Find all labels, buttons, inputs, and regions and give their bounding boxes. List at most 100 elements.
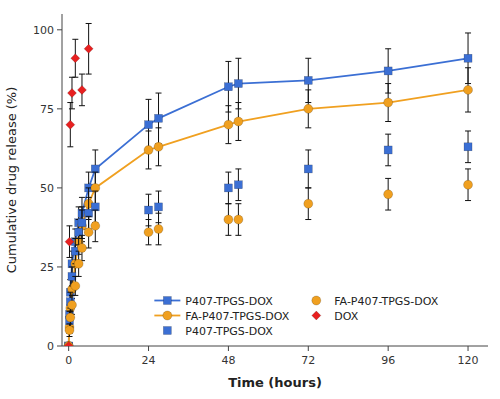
error-cap <box>86 197 92 198</box>
error-cap <box>86 74 92 75</box>
error-cap <box>66 323 72 324</box>
data-point <box>224 215 233 224</box>
error-cap <box>235 102 241 103</box>
error-cap <box>79 206 85 207</box>
x-axis-label: Time (hours) <box>228 375 322 390</box>
x-tick <box>308 346 309 351</box>
error-cap <box>465 32 471 33</box>
error-cap <box>465 168 471 169</box>
x-tick-label: 48 <box>221 354 235 367</box>
error-bar <box>465 131 471 163</box>
error-cap <box>225 143 231 144</box>
error-cap <box>156 213 162 214</box>
error-cap <box>225 203 231 204</box>
x-tick-label: 120 <box>458 354 479 367</box>
data-point <box>384 67 392 75</box>
error-cap <box>156 93 162 94</box>
error-cap <box>66 225 72 226</box>
error-cap <box>92 172 98 173</box>
data-point <box>71 281 80 290</box>
series-line <box>69 58 468 346</box>
data-point <box>304 199 313 208</box>
error-cap <box>465 130 471 131</box>
legend-item: P407-TPGS-DOX <box>154 295 273 308</box>
legend-marker <box>163 327 171 335</box>
error-cap <box>146 130 152 131</box>
data-point <box>74 259 83 268</box>
error-cap <box>66 336 72 337</box>
error-cap <box>235 203 241 204</box>
x-axis-line <box>62 346 488 347</box>
data-point <box>144 145 153 154</box>
error-bar <box>225 172 231 204</box>
legend-marker <box>163 311 172 320</box>
data-point <box>64 342 73 347</box>
legend-item: P407-TPGS-DOX <box>163 325 273 338</box>
data-point <box>65 326 74 335</box>
data-point <box>224 83 232 91</box>
error-cap <box>385 178 391 179</box>
error-cap <box>67 146 73 147</box>
y-tick <box>57 346 62 347</box>
y-tick <box>57 266 62 267</box>
error-cap <box>385 83 391 84</box>
legend-label: DOX <box>334 310 358 323</box>
legend-marker <box>312 311 321 320</box>
data-point <box>234 181 242 189</box>
data-point <box>154 142 163 151</box>
y-axis-label: Cumulative drug release (%) <box>4 87 19 274</box>
data-point <box>78 219 86 227</box>
error-cap <box>79 74 85 75</box>
plot-area <box>64 23 472 346</box>
y-tick-label: 50 <box>40 182 54 195</box>
series <box>65 33 472 346</box>
data-point <box>384 190 393 199</box>
error-cap <box>225 203 231 204</box>
data-point <box>464 85 473 94</box>
y-tick-label: 100 <box>33 24 54 37</box>
x-tick <box>68 346 69 351</box>
data-point <box>91 183 100 192</box>
data-point <box>91 221 100 230</box>
y-axis-line <box>62 14 63 346</box>
data-point <box>304 165 312 173</box>
error-cap <box>67 292 73 293</box>
error-cap <box>465 162 471 163</box>
data-point <box>67 300 76 309</box>
data-point <box>464 180 473 189</box>
error-cap <box>305 89 311 90</box>
data-point <box>64 342 73 347</box>
error-cap <box>66 257 72 258</box>
series <box>64 169 472 346</box>
data-point <box>91 165 99 173</box>
data-point <box>65 342 73 346</box>
data-point <box>304 104 313 113</box>
error-cap <box>72 295 78 296</box>
error-cap <box>72 77 78 78</box>
error-cap <box>86 23 92 24</box>
error-bar <box>305 150 311 188</box>
y-tick-label: 0 <box>47 340 54 353</box>
error-cap <box>156 165 162 166</box>
data-point <box>304 76 312 84</box>
data-point <box>155 114 163 122</box>
data-point <box>224 184 232 192</box>
error-cap <box>385 48 391 49</box>
error-cap <box>146 219 152 220</box>
legend-item: DOX <box>312 310 359 323</box>
legend-item: FA-P407-TPGS-DOX <box>154 310 289 323</box>
error-cap <box>385 165 391 166</box>
data-point <box>66 313 75 322</box>
legend-marker <box>163 297 171 305</box>
error-cap <box>465 67 471 68</box>
data-point <box>66 120 75 129</box>
error-cap <box>235 168 241 169</box>
error-cap <box>79 197 85 198</box>
chart: 0244872961200255075100Time (hours)Cumula… <box>0 0 500 399</box>
series <box>64 68 472 346</box>
x-tick-label: 72 <box>301 354 315 367</box>
error-cap <box>156 127 162 128</box>
data-point <box>224 120 233 129</box>
data-point <box>464 54 472 62</box>
error-cap <box>146 168 152 169</box>
